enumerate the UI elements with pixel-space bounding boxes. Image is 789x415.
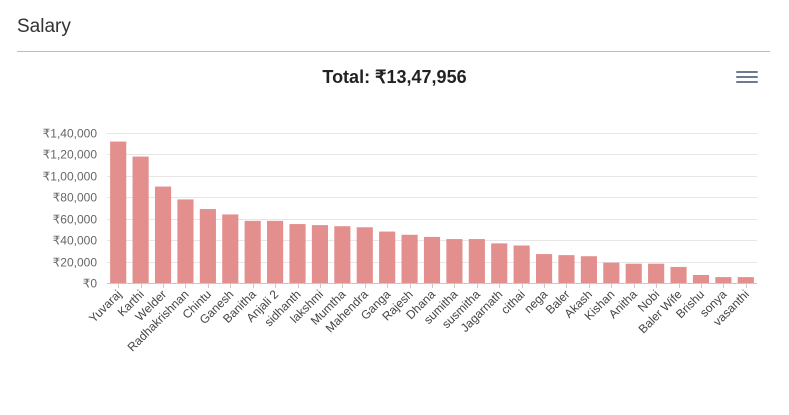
x-tick-label: nega xyxy=(521,287,550,316)
panel-divider xyxy=(17,51,770,52)
bar xyxy=(580,256,597,283)
y-tick-label: ₹80,000 xyxy=(53,191,98,205)
bar xyxy=(446,239,463,283)
bar xyxy=(110,141,127,283)
bar xyxy=(625,263,642,283)
menu-line xyxy=(736,71,758,73)
bar xyxy=(558,255,575,283)
menu-line xyxy=(736,76,758,78)
bar xyxy=(199,209,216,283)
x-tick-label: cithai xyxy=(498,287,528,317)
bar xyxy=(468,239,485,283)
bar xyxy=(356,227,373,283)
bar xyxy=(715,277,732,283)
bar xyxy=(491,243,508,283)
y-tick-label: ₹60,000 xyxy=(53,213,98,227)
bar xyxy=(177,199,194,283)
bar xyxy=(536,254,553,283)
chart-title: Total: ₹13,47,956 xyxy=(322,67,467,87)
y-tick-label: ₹40,000 xyxy=(53,234,98,248)
bar xyxy=(132,156,149,283)
bar xyxy=(648,263,665,283)
y-tick-label: ₹20,000 xyxy=(53,256,98,270)
y-tick-label: ₹1,40,000 xyxy=(43,127,98,141)
bar xyxy=(670,266,687,283)
bar xyxy=(334,226,351,283)
bar xyxy=(222,214,239,283)
bar xyxy=(289,224,306,283)
bar xyxy=(603,262,620,283)
bar xyxy=(401,234,418,283)
bar xyxy=(423,236,441,283)
bar xyxy=(154,186,172,283)
panel-title: Salary xyxy=(17,16,71,37)
bar xyxy=(737,277,754,283)
bar xyxy=(379,231,396,283)
bar xyxy=(244,220,261,283)
bar xyxy=(513,245,530,283)
menu-line xyxy=(736,81,758,83)
y-tick-label: ₹1,00,000 xyxy=(43,170,98,184)
bar xyxy=(692,274,710,283)
hamburger-menu-icon[interactable] xyxy=(736,68,758,88)
bar xyxy=(267,220,284,283)
y-tick-label: ₹0 xyxy=(83,277,98,291)
y-tick-label: ₹1,20,000 xyxy=(43,148,98,162)
bar xyxy=(311,225,328,283)
